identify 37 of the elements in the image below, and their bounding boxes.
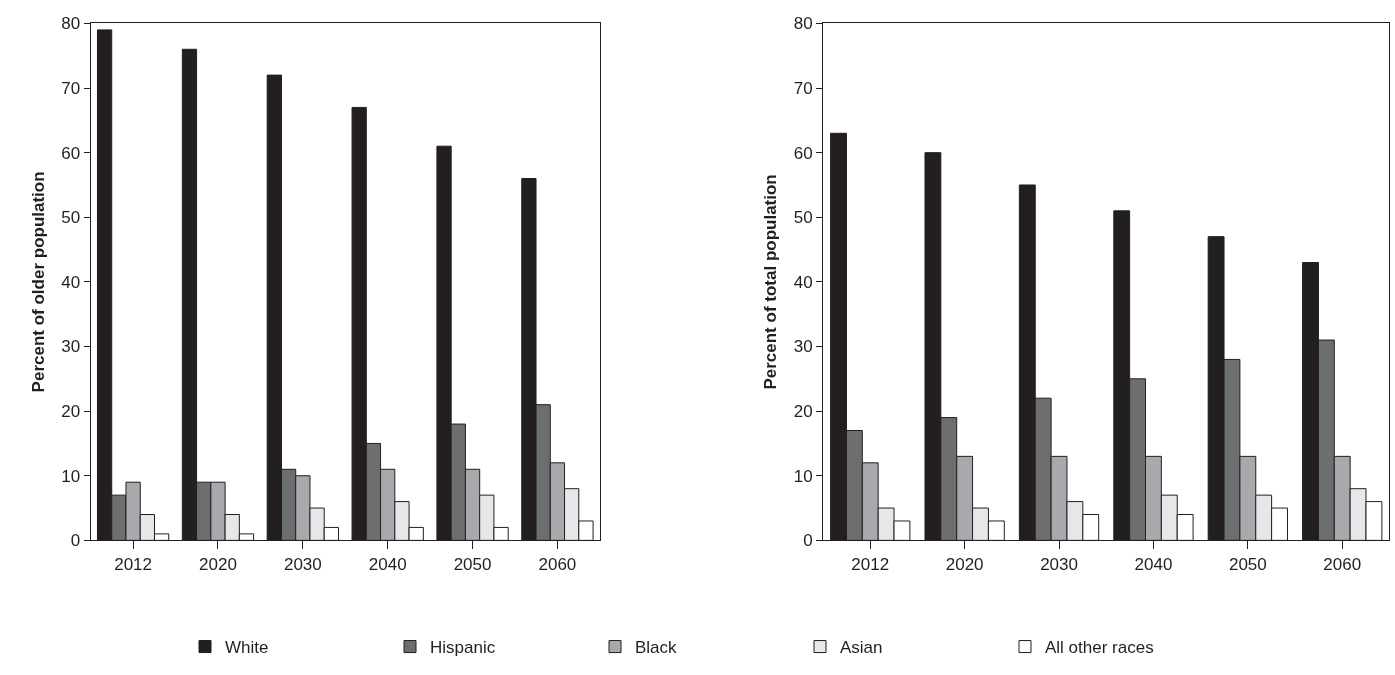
x-tick-label: 2020 [199, 554, 237, 574]
x-tick-label: 2030 [283, 554, 322, 574]
x-tick-label: 2050 [1228, 554, 1267, 574]
y-tick-label: 30 [793, 337, 813, 357]
y-tick-label: 70 [793, 79, 813, 98]
y-tick-label: 30 [61, 337, 81, 357]
x-tick-label: 2012 [114, 554, 153, 574]
legend-label: Black [635, 638, 678, 658]
x-tick-label: 2020 [945, 554, 984, 574]
y-tick-label: 20 [61, 402, 81, 422]
y-tick-label: 40 [793, 272, 813, 292]
y-tick-label: 60 [61, 143, 81, 163]
y-tick-label: 60 [793, 143, 813, 163]
y-tick-label: 10 [793, 466, 813, 486]
y-axis-title: Percent of older population [28, 171, 48, 393]
legend-label: Asian [840, 638, 883, 658]
y-tick-label: 40 [61, 272, 81, 292]
legend-label: All other races [1045, 638, 1154, 658]
x-tick-label: 2012 [851, 554, 890, 574]
y-axis-title: Percent of total population [761, 174, 781, 390]
y-tick-label: 80 [61, 14, 81, 34]
x-tick-label: 2040 [368, 554, 407, 574]
y-tick-label: 50 [61, 208, 81, 228]
y-tick-label: 50 [793, 208, 813, 228]
legend-label: Hispanic [430, 638, 496, 658]
x-tick-label: 2040 [1134, 554, 1173, 574]
y-tick-label: 0 [70, 531, 81, 551]
legend-label: White [225, 638, 269, 658]
y-tick-label: 20 [793, 402, 813, 422]
x-tick-label: 2030 [1040, 554, 1078, 574]
x-tick-label: 2060 [1323, 554, 1362, 574]
y-tick-label: 80 [793, 14, 813, 34]
x-tick-label: 2060 [538, 554, 577, 574]
x-tick-label: 2050 [453, 554, 492, 574]
y-tick-label: 0 [803, 531, 813, 551]
y-tick-label: 70 [61, 79, 81, 98]
y-tick-label: 10 [61, 466, 81, 486]
